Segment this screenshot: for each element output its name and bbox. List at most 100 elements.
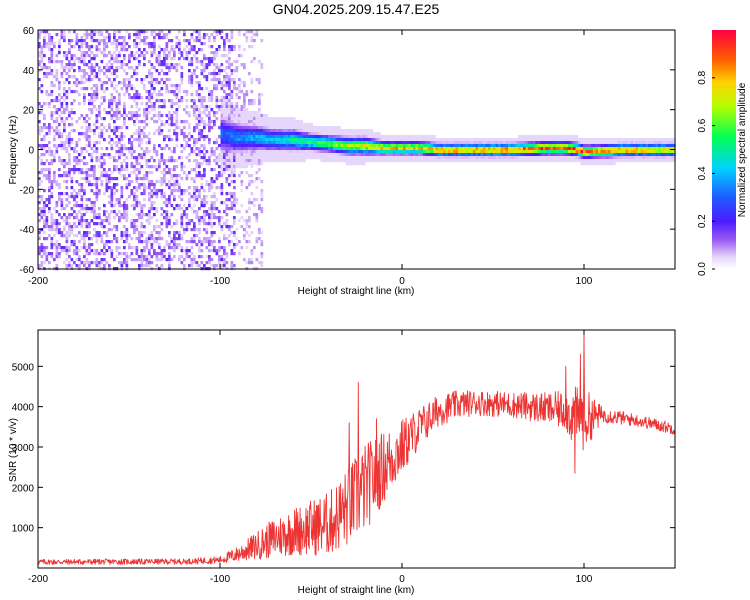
spectrogram-cell [453,153,456,157]
spectrogram-cell [368,132,371,136]
spectrogram-cell [198,216,201,220]
spectrogram-cell [463,138,466,142]
spectrogram-cell [560,159,564,163]
spectrogram-cell [180,165,184,169]
spectrogram-cell [165,66,169,70]
spectrogram-cell [173,243,176,247]
spectrogram-cell [238,153,241,157]
spectrogram-cell [445,144,449,148]
spectrogram-cell [223,114,226,118]
spectrogram-cell [100,129,104,133]
spectrogram-cell [623,147,626,151]
spectrogram-cell [303,153,306,157]
spectrogram-cell [38,51,41,55]
spectrogram-cell [338,153,341,157]
spectrogram-cell [175,63,179,67]
spectrogram-cell [355,135,359,139]
spectrogram-cell [143,186,146,190]
spectrogram-cell [220,201,224,205]
spectrogram-cell [260,144,264,148]
spectrogram-cell [350,159,354,163]
spectrogram-cell [105,174,109,178]
spectrogram-cell [510,153,514,157]
spectrogram-cell [233,129,236,133]
spectrogram-cell [230,249,234,253]
spectrogram-cell [73,210,76,214]
spectrogram-cell [200,135,204,139]
spectrogram-cell [128,57,131,61]
spectrogram-cell [578,138,581,142]
spectrogram-cell [225,135,229,139]
spectrogram-cell [118,147,121,151]
spectrogram-cell [205,114,209,118]
spectrogram-cell [260,255,264,259]
spectrogram-cell [200,261,204,265]
spectrogram-cell [185,111,189,115]
spectrogram-cell [455,144,459,148]
spectrogram-cell [235,243,239,247]
spectrogram-cell [478,141,481,145]
spectrogram-cell [193,234,196,238]
spectrogram-cell [88,198,91,202]
spectrogram-cell [463,147,466,151]
spectrogram-cell [175,108,179,112]
spectrogram-cell [270,141,274,145]
spectrogram-cell [193,204,196,208]
spectrogram-cell [178,237,181,241]
spectrogram-cell [108,78,111,82]
spectrogram-cell [348,141,351,145]
spectrogram-cell [200,216,204,220]
spectrogram-cell [188,111,191,115]
spectrogram-cell [170,102,174,106]
spectrogram-cell [278,147,281,151]
spectrogram-cell [68,195,71,199]
spectrogram-cell [493,156,496,160]
spectrogram-cell [195,90,199,94]
spectrogram-cell [500,156,504,160]
spectrogram-cell [193,240,196,244]
spectrogram-cell [325,156,329,160]
spectrogram-cell [590,141,594,145]
spectrogram-cell [263,138,266,142]
spectrogram-cell [175,123,179,127]
spectrogram-cell [80,54,84,58]
spectrogram-cell [633,141,636,145]
spectrogram-cell [73,261,76,265]
spectrogram-cell [168,252,171,256]
spectrogram-cell [223,96,226,100]
spectrogram-cell [298,126,301,130]
spectrogram-cell [643,141,646,145]
spectrogram-cell [230,96,234,100]
spectrogram-cell [463,150,466,154]
spectrogram-cell [175,66,179,70]
spectrogram-cell [225,147,229,151]
spectrogram-cell [138,108,141,112]
spectrogram-cell [668,153,671,157]
spectrogram-cell [108,99,111,103]
spectrogram-cell [458,159,461,163]
spectrogram-cell [143,48,146,52]
spectrogram-cell [155,93,159,97]
spectrogram-cell [180,150,184,154]
spectrogram-cell [255,162,259,166]
spectrogram-cell [245,126,249,130]
spectrogram-cell [383,156,386,160]
spectrogram-cell [193,180,196,184]
spectrogram-cell [148,210,151,214]
spectrogram-cell [223,246,226,250]
spectrogram-cell [215,216,219,220]
spectrogram-cell [175,183,179,187]
spectrogram-cell [225,36,229,40]
spectrogram-cell [275,120,279,124]
spectrogram-cell [43,102,46,106]
spectrogram-cell [150,72,154,76]
spectrogram-cell [180,99,184,103]
spectrogram-cell [278,129,281,133]
spectrogram-cell [95,180,99,184]
spectrogram-cell [115,111,119,115]
spectrogram-cell [223,159,226,163]
spectrogram-cell [133,231,136,235]
spectrogram-cell [225,222,229,226]
spectrogram-cell [148,96,151,100]
